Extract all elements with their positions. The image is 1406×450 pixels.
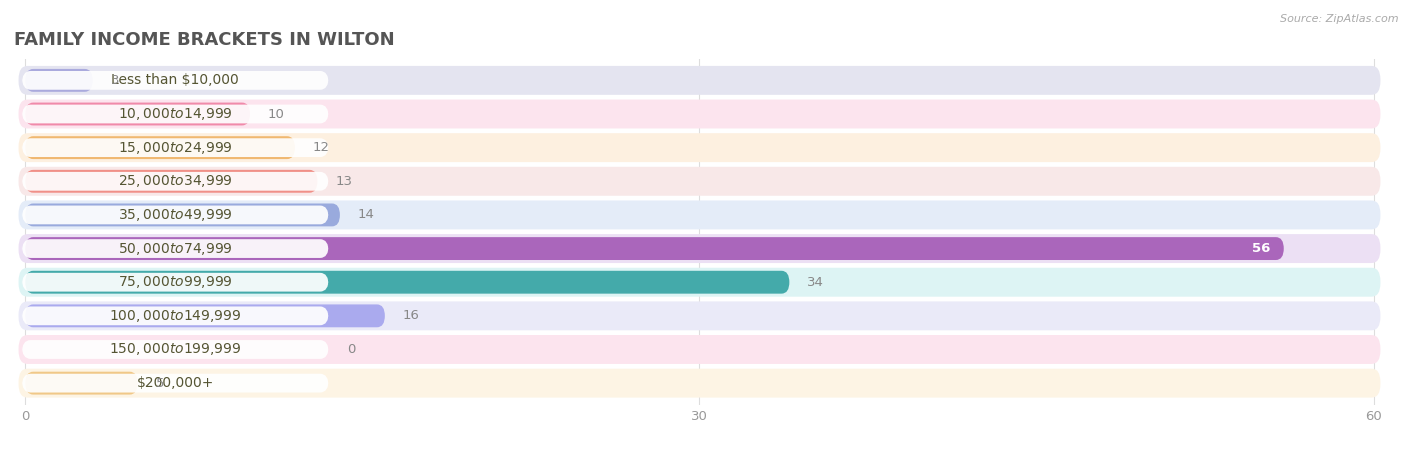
- FancyBboxPatch shape: [22, 71, 329, 90]
- Text: 10: 10: [269, 108, 285, 121]
- Text: Less than $10,000: Less than $10,000: [111, 73, 239, 87]
- Text: $200,000+: $200,000+: [136, 376, 214, 390]
- FancyBboxPatch shape: [25, 203, 340, 226]
- FancyBboxPatch shape: [25, 170, 318, 193]
- FancyBboxPatch shape: [25, 69, 93, 92]
- Text: 14: 14: [359, 208, 375, 221]
- FancyBboxPatch shape: [18, 66, 1381, 95]
- Text: 0: 0: [347, 343, 356, 356]
- FancyBboxPatch shape: [22, 239, 329, 258]
- FancyBboxPatch shape: [18, 268, 1381, 297]
- Text: FAMILY INCOME BRACKETS IN WILTON: FAMILY INCOME BRACKETS IN WILTON: [14, 31, 395, 49]
- FancyBboxPatch shape: [25, 237, 1284, 260]
- FancyBboxPatch shape: [22, 273, 329, 292]
- Text: 3: 3: [111, 74, 120, 87]
- Text: $15,000 to $24,999: $15,000 to $24,999: [118, 140, 232, 156]
- FancyBboxPatch shape: [22, 206, 329, 224]
- FancyBboxPatch shape: [22, 374, 329, 392]
- Text: $50,000 to $74,999: $50,000 to $74,999: [118, 241, 232, 256]
- FancyBboxPatch shape: [22, 306, 329, 325]
- Text: $25,000 to $34,999: $25,000 to $34,999: [118, 173, 232, 189]
- Text: 56: 56: [1251, 242, 1270, 255]
- FancyBboxPatch shape: [22, 105, 329, 123]
- Text: 16: 16: [404, 309, 420, 322]
- Text: 13: 13: [336, 175, 353, 188]
- FancyBboxPatch shape: [25, 103, 250, 126]
- FancyBboxPatch shape: [18, 234, 1381, 263]
- FancyBboxPatch shape: [18, 200, 1381, 230]
- FancyBboxPatch shape: [18, 133, 1381, 162]
- FancyBboxPatch shape: [18, 99, 1381, 128]
- Text: $150,000 to $199,999: $150,000 to $199,999: [110, 342, 242, 357]
- FancyBboxPatch shape: [25, 304, 385, 327]
- Text: $100,000 to $149,999: $100,000 to $149,999: [110, 308, 242, 324]
- FancyBboxPatch shape: [18, 335, 1381, 364]
- Text: 34: 34: [807, 276, 824, 289]
- FancyBboxPatch shape: [18, 167, 1381, 196]
- FancyBboxPatch shape: [22, 172, 329, 191]
- FancyBboxPatch shape: [25, 271, 789, 294]
- FancyBboxPatch shape: [18, 369, 1381, 398]
- FancyBboxPatch shape: [25, 372, 138, 395]
- FancyBboxPatch shape: [22, 138, 329, 157]
- Text: 5: 5: [156, 377, 165, 390]
- FancyBboxPatch shape: [18, 302, 1381, 330]
- Text: $35,000 to $49,999: $35,000 to $49,999: [118, 207, 232, 223]
- Text: 12: 12: [314, 141, 330, 154]
- Text: $10,000 to $14,999: $10,000 to $14,999: [118, 106, 232, 122]
- FancyBboxPatch shape: [25, 136, 295, 159]
- Text: Source: ZipAtlas.com: Source: ZipAtlas.com: [1281, 14, 1399, 23]
- Text: $75,000 to $99,999: $75,000 to $99,999: [118, 274, 232, 290]
- FancyBboxPatch shape: [22, 340, 329, 359]
